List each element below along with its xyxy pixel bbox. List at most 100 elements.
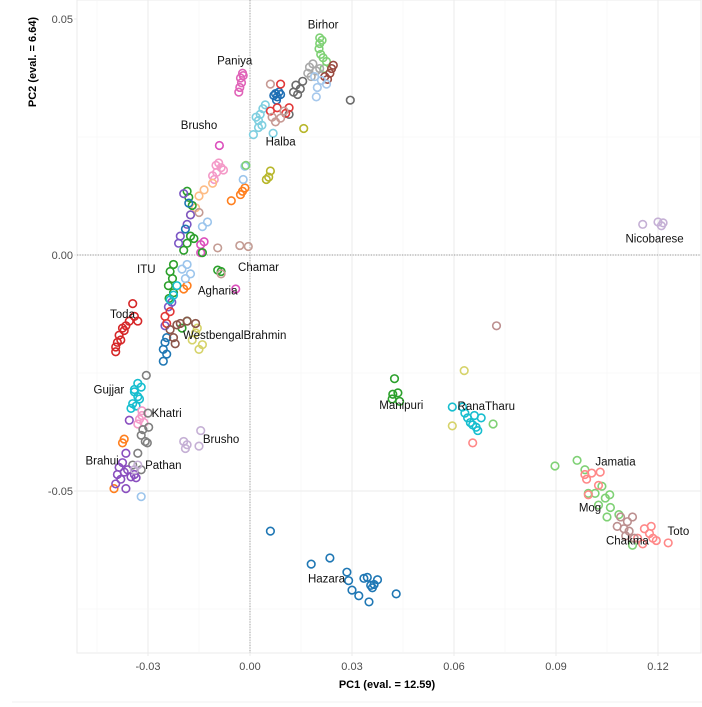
data-point xyxy=(621,531,631,541)
data-point xyxy=(388,389,398,399)
data-point xyxy=(235,189,246,200)
data-point xyxy=(238,71,248,81)
series-brusho-lilac xyxy=(129,425,206,475)
group-label: Pathan xyxy=(145,460,181,472)
data-point xyxy=(168,333,179,343)
data-point xyxy=(354,591,364,601)
data-point xyxy=(174,238,184,248)
data-point xyxy=(315,33,325,43)
data-point xyxy=(163,281,173,291)
data-point xyxy=(196,425,206,436)
data-point xyxy=(632,533,643,543)
data-point xyxy=(264,172,274,182)
data-point xyxy=(158,356,168,366)
series-cyan-central xyxy=(165,281,182,305)
data-point xyxy=(162,349,172,359)
data-point xyxy=(299,123,309,134)
data-point xyxy=(321,79,332,89)
series-lightblue-2 xyxy=(136,161,250,502)
data-point xyxy=(447,402,457,412)
series-gujjar xyxy=(126,378,146,414)
data-point xyxy=(191,328,201,338)
data-point xyxy=(165,307,175,317)
group-label: Chakma xyxy=(606,536,649,548)
data-point xyxy=(240,161,250,171)
group-label: Gujjar xyxy=(94,385,125,397)
series-ranatharu xyxy=(447,402,486,436)
series-pathan xyxy=(128,370,154,475)
data-point xyxy=(572,455,582,465)
data-point xyxy=(133,460,143,470)
data-point xyxy=(199,237,209,247)
group-label: RanaTharu xyxy=(458,401,516,413)
x-tick-label: 0.03 xyxy=(341,661,362,673)
data-point xyxy=(243,241,253,252)
data-point xyxy=(311,92,321,102)
data-point xyxy=(111,347,121,357)
data-point xyxy=(265,526,276,536)
x-tick-label: -0.03 xyxy=(135,661,160,673)
data-point xyxy=(214,158,224,168)
data-point xyxy=(306,71,316,82)
data-points xyxy=(109,33,673,607)
data-point xyxy=(268,128,278,138)
data-point xyxy=(109,484,119,494)
y-tick-label: -0.05 xyxy=(48,486,73,498)
series-halba xyxy=(248,100,278,140)
data-point xyxy=(187,335,197,345)
data-point xyxy=(179,245,189,255)
data-point xyxy=(261,174,271,185)
x-tick-label: 0.09 xyxy=(545,661,566,673)
data-point xyxy=(593,500,604,510)
data-point xyxy=(638,219,648,229)
group-label: ITU xyxy=(137,264,156,276)
data-point xyxy=(362,572,372,582)
data-point xyxy=(288,87,299,97)
data-point xyxy=(168,259,179,270)
data-point xyxy=(344,576,354,586)
data-point xyxy=(165,295,175,305)
reference-lines xyxy=(77,0,701,653)
data-point xyxy=(180,443,190,454)
data-point xyxy=(143,408,153,418)
data-point xyxy=(651,535,661,546)
data-point xyxy=(347,585,357,595)
data-point xyxy=(182,219,192,229)
x-tick-label: 0.06 xyxy=(443,661,464,673)
series-green-manipuri xyxy=(387,374,405,406)
data-point xyxy=(124,415,134,425)
group-label: Brusho xyxy=(181,120,217,132)
data-point xyxy=(182,238,192,248)
group-label: Jamatia xyxy=(595,457,636,469)
data-point xyxy=(550,461,560,471)
data-point xyxy=(144,422,154,432)
data-point xyxy=(197,222,207,232)
y-tick-label: 0.00 xyxy=(52,250,73,262)
data-point xyxy=(119,325,129,336)
data-point xyxy=(265,166,276,176)
x-axis-title: PC1 (eval. = 12.59) xyxy=(339,679,436,691)
data-point xyxy=(121,484,131,494)
y-axis-ticks: 0.05 0.00 -0.05 xyxy=(48,14,77,498)
data-point xyxy=(276,113,286,123)
x-tick-label: 0.12 xyxy=(647,661,668,673)
data-point xyxy=(447,421,457,431)
data-point xyxy=(279,106,289,116)
data-point xyxy=(605,502,616,513)
data-point xyxy=(128,299,138,309)
group-label: Agharia xyxy=(198,285,238,297)
data-point xyxy=(342,567,352,577)
data-point xyxy=(184,198,194,208)
data-point xyxy=(241,160,251,170)
data-point xyxy=(460,408,470,418)
data-point xyxy=(235,240,245,251)
data-point xyxy=(129,384,139,395)
group-label: Paniya xyxy=(217,56,253,68)
data-point xyxy=(345,95,355,105)
data-point xyxy=(663,538,673,548)
data-point xyxy=(126,403,136,414)
group-label: Toda xyxy=(110,309,136,321)
data-point xyxy=(393,388,403,398)
data-point xyxy=(133,392,143,402)
series-khatri xyxy=(133,406,149,429)
